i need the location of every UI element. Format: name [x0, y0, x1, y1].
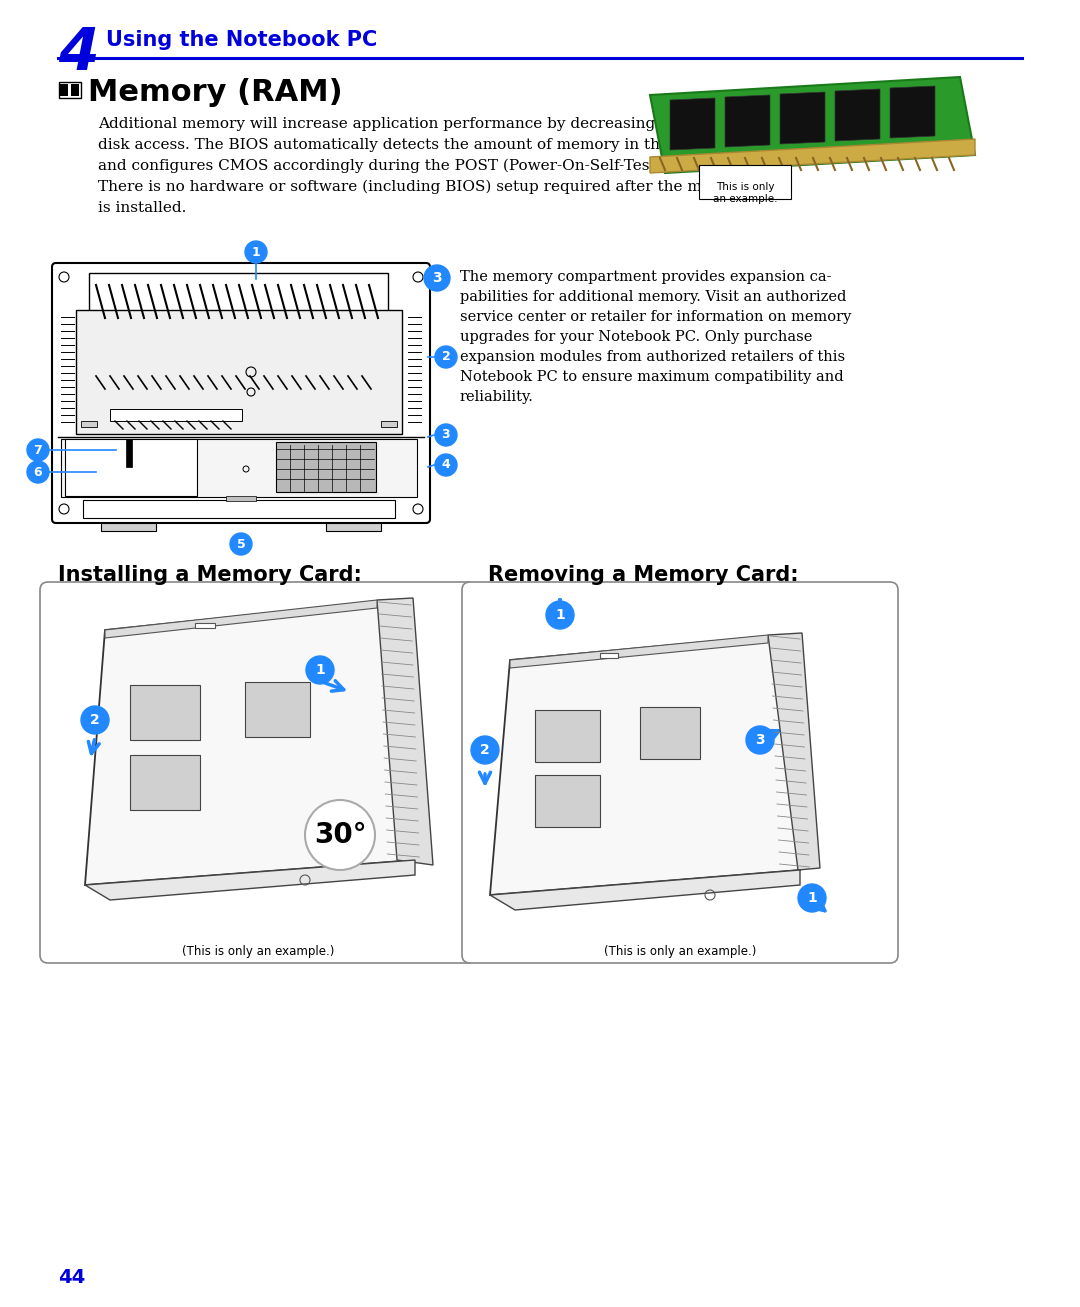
Polygon shape [510, 635, 768, 668]
FancyBboxPatch shape [90, 335, 387, 352]
Text: 6: 6 [33, 465, 42, 478]
Bar [60, 439, 417, 497]
Text: (This is only an example.): (This is only an example.) [604, 945, 756, 958]
Text: 44: 44 [58, 1268, 85, 1287]
Bar [640, 707, 700, 759]
Circle shape [245, 240, 267, 263]
Text: The memory compartment provides expansion ca-: The memory compartment provides expansio… [460, 271, 832, 284]
FancyBboxPatch shape [110, 409, 242, 421]
Polygon shape [85, 860, 415, 901]
Circle shape [798, 884, 826, 912]
Polygon shape [105, 600, 377, 638]
Bar [130, 755, 200, 810]
Bar [535, 775, 600, 827]
Text: 30°: 30° [313, 821, 366, 850]
Circle shape [424, 265, 450, 291]
Bar [195, 623, 215, 627]
Circle shape [230, 533, 252, 555]
Text: Installing a Memory Card:: Installing a Memory Card: [58, 565, 362, 586]
Polygon shape [780, 91, 825, 144]
Polygon shape [650, 139, 975, 173]
Circle shape [435, 423, 457, 446]
Text: This is only
an example.: This is only an example. [713, 182, 778, 204]
Text: 4: 4 [58, 25, 98, 82]
Text: Using the Notebook PC: Using the Notebook PC [106, 30, 377, 50]
Circle shape [471, 736, 499, 765]
Circle shape [435, 454, 457, 476]
Text: 3: 3 [442, 429, 450, 442]
Text: and configures CMOS accordingly during the POST (Power-On-Self-Test) process.: and configures CMOS accordingly during t… [98, 159, 730, 174]
Polygon shape [650, 77, 975, 173]
Polygon shape [835, 89, 880, 141]
Text: is installed.: is installed. [98, 201, 187, 214]
Circle shape [305, 800, 375, 870]
Text: 7: 7 [33, 443, 42, 456]
Bar [245, 682, 310, 737]
Text: 1: 1 [555, 608, 565, 622]
Polygon shape [890, 86, 935, 139]
Circle shape [27, 439, 49, 461]
Bar [535, 710, 600, 762]
Polygon shape [377, 599, 433, 865]
Text: reliability.: reliability. [460, 389, 534, 404]
Bar [126, 439, 132, 467]
FancyBboxPatch shape [89, 273, 388, 322]
Circle shape [746, 725, 774, 754]
Bar [130, 685, 200, 740]
FancyBboxPatch shape [76, 310, 402, 434]
Circle shape [546, 601, 573, 629]
Bar [326, 523, 381, 531]
FancyBboxPatch shape [90, 359, 387, 376]
Text: 5: 5 [237, 537, 245, 550]
FancyBboxPatch shape [52, 263, 430, 523]
Circle shape [306, 656, 334, 684]
Circle shape [81, 706, 109, 735]
Text: Notebook PC to ensure maximum compatibility and: Notebook PC to ensure maximum compatibil… [460, 370, 843, 384]
Text: 2: 2 [90, 714, 99, 727]
Text: 1: 1 [807, 891, 816, 904]
Bar [60, 84, 68, 95]
Bar [71, 84, 79, 95]
Text: Removing a Memory Card:: Removing a Memory Card: [488, 565, 798, 586]
Bar [276, 442, 376, 491]
Bar [226, 495, 256, 501]
Bar [600, 654, 618, 657]
Text: 4: 4 [442, 459, 450, 472]
Text: disk access. The BIOS automatically detects the amount of memory in the system: disk access. The BIOS automatically dete… [98, 139, 728, 152]
Text: 3: 3 [755, 733, 765, 748]
Circle shape [27, 461, 49, 484]
Text: service center or retailer for information on memory: service center or retailer for informati… [460, 310, 851, 324]
Text: 3: 3 [432, 271, 442, 285]
Polygon shape [670, 98, 715, 150]
Circle shape [435, 346, 457, 369]
FancyBboxPatch shape [699, 165, 791, 199]
FancyBboxPatch shape [40, 582, 476, 963]
Text: Additional memory will increase application performance by decreasing hard: Additional memory will increase applicat… [98, 118, 697, 131]
Bar [59, 82, 81, 98]
Polygon shape [490, 635, 800, 895]
Bar [81, 421, 97, 427]
Text: upgrades for your Notebook PC. Only purchase: upgrades for your Notebook PC. Only purc… [460, 329, 812, 344]
Text: 2: 2 [442, 350, 450, 363]
Text: (This is only an example.): (This is only an example.) [181, 945, 334, 958]
Text: 1: 1 [252, 246, 260, 259]
Text: pabilities for additional memory. Visit an authorized: pabilities for additional memory. Visit … [460, 290, 847, 305]
Polygon shape [768, 633, 820, 870]
FancyBboxPatch shape [462, 582, 897, 963]
Text: There is no hardware or software (including BIOS) setup required after the memor: There is no hardware or software (includ… [98, 180, 751, 195]
Text: 2: 2 [481, 742, 490, 757]
Polygon shape [725, 95, 770, 146]
Bar [102, 523, 156, 531]
Text: expansion modules from authorized retailers of this: expansion modules from authorized retail… [460, 350, 846, 365]
Polygon shape [490, 870, 800, 910]
Polygon shape [85, 600, 415, 885]
Text: 1: 1 [315, 663, 325, 677]
Bar [381, 421, 397, 427]
Text: Memory (RAM): Memory (RAM) [87, 78, 342, 107]
FancyBboxPatch shape [83, 501, 395, 518]
FancyBboxPatch shape [65, 439, 197, 495]
